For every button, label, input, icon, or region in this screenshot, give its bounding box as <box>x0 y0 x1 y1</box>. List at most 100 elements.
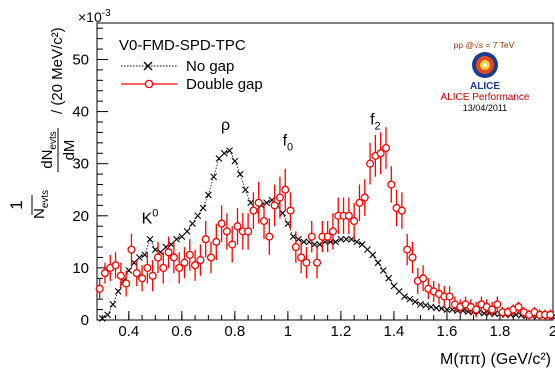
double-gap-point <box>196 244 205 276</box>
double-gap-point <box>159 252 168 284</box>
no-gap-point <box>236 170 244 178</box>
no-gap-marker-stroke <box>395 287 403 295</box>
no-gap-marker-stroke <box>146 235 154 243</box>
no-gap-point <box>231 157 239 165</box>
no-gap-marker-stroke <box>364 246 371 254</box>
double-gap-marker <box>148 271 157 280</box>
no-gap-point <box>183 228 191 235</box>
double-gap-marker <box>403 245 412 254</box>
no-gap-point <box>401 293 408 300</box>
double-gap-point <box>206 241 216 274</box>
double-gap-marker <box>249 206 258 215</box>
double-gap-point <box>445 286 454 307</box>
no-gap-point <box>247 199 255 207</box>
double-gap-point <box>344 197 353 235</box>
x-tick-label: 0.6 <box>171 323 192 340</box>
no-gap-point <box>369 251 377 259</box>
no-gap-point <box>167 241 175 248</box>
double-gap-marker <box>169 253 178 262</box>
x-tick-label: 0.4 <box>118 323 139 340</box>
x-tick-label: 0.8 <box>224 323 245 340</box>
double-gap-point <box>138 265 147 292</box>
double-gap-marker <box>143 263 152 272</box>
no-gap-marker-stroke <box>443 306 451 313</box>
x-tick-label: 1 <box>284 323 292 340</box>
no-gap-point <box>220 149 228 157</box>
no-gap-marker-stroke <box>173 235 180 243</box>
double-gap-point <box>148 260 157 292</box>
double-gap-marker <box>233 222 242 231</box>
x-axis-label: M(ππ) (GeV/c²) <box>440 351 551 368</box>
no-gap-point <box>104 311 111 319</box>
no-gap-marker-stroke <box>247 199 255 207</box>
double-gap-marker <box>281 185 290 194</box>
no-gap-point <box>332 238 339 246</box>
x-tick-label: 1.6 <box>437 323 458 340</box>
no-gap-marker-stroke <box>231 157 239 165</box>
alice-detector-icon <box>472 52 498 78</box>
y-axis-label-deriv: dNevts dM / (20 MeV/c²) <box>39 27 78 172</box>
no-gap-point <box>130 259 138 267</box>
double-gap-marker <box>514 302 523 312</box>
double-gap-point <box>275 176 284 219</box>
double-gap-marker <box>355 198 364 207</box>
no-gap-marker-stroke <box>284 220 292 227</box>
no-gap-point <box>279 209 286 217</box>
ylabel-units: / (20 MeV/c²) <box>49 27 66 114</box>
y-tick-label: 50 <box>72 51 89 68</box>
legend: V0-FMD-SPD-TPC No gap Double gap <box>119 37 263 93</box>
no-gap-point <box>342 235 350 243</box>
double-gap-marker <box>302 258 311 267</box>
double-gap-point <box>180 247 189 279</box>
no-gap-marker-stroke <box>326 238 334 246</box>
double-gap-marker <box>381 144 391 153</box>
no-gap-marker-stroke <box>178 233 186 241</box>
double-gap-point <box>164 236 173 268</box>
plot-border <box>96 22 554 321</box>
y-tick-label: 10 <box>72 260 89 277</box>
double-gap-point <box>95 278 104 300</box>
no-gap-marker-stroke <box>279 209 286 217</box>
resonance-label: ρ <box>221 117 230 134</box>
double-gap-marker <box>270 201 279 210</box>
no-gap-point <box>374 259 382 267</box>
double-gap-point <box>312 247 322 279</box>
double-gap-marker <box>291 243 300 252</box>
y-tick-label: 20 <box>72 208 89 225</box>
no-gap-point <box>316 241 324 248</box>
legend-double-gap-label: Double gap <box>186 76 263 93</box>
no-gap-marker-stroke <box>268 196 276 204</box>
no-gap-marker-stroke <box>220 149 228 157</box>
double-gap-marker <box>116 271 125 280</box>
no-gap-marker-stroke <box>332 238 339 246</box>
double-gap-point <box>360 179 369 216</box>
no-gap-point <box>136 254 143 261</box>
resonance-label: f0 <box>283 132 294 153</box>
axis-exponent: ×10-3 <box>78 8 111 25</box>
double-gap-point <box>514 301 523 313</box>
no-gap-marker-stroke <box>432 304 440 312</box>
double-gap-marker <box>111 261 120 270</box>
double-gap-point <box>217 205 226 242</box>
no-gap-point <box>226 147 233 155</box>
double-gap-point <box>111 252 120 279</box>
double-gap-point <box>403 234 412 266</box>
series-double-gap <box>95 127 555 320</box>
no-gap-point <box>417 300 424 308</box>
double-gap-marker <box>175 263 184 272</box>
no-gap-point <box>348 235 355 243</box>
no-gap-point <box>427 303 435 311</box>
double-gap-marker <box>259 216 269 226</box>
no-gap-marker-stroke <box>379 267 387 274</box>
no-gap-marker-stroke <box>459 307 467 315</box>
double-gap-marker <box>122 279 131 288</box>
no-gap-marker-stroke <box>369 251 377 259</box>
double-gap-point <box>249 192 258 229</box>
legend-no-gap-label: No gap <box>186 58 234 75</box>
no-gap-marker-stroke <box>136 254 143 261</box>
no-gap-marker-stroke <box>422 302 430 309</box>
double-gap-marker <box>360 193 369 202</box>
double-gap-point <box>381 127 391 169</box>
no-gap-marker-stroke <box>311 241 318 248</box>
double-gap-point <box>175 252 184 284</box>
